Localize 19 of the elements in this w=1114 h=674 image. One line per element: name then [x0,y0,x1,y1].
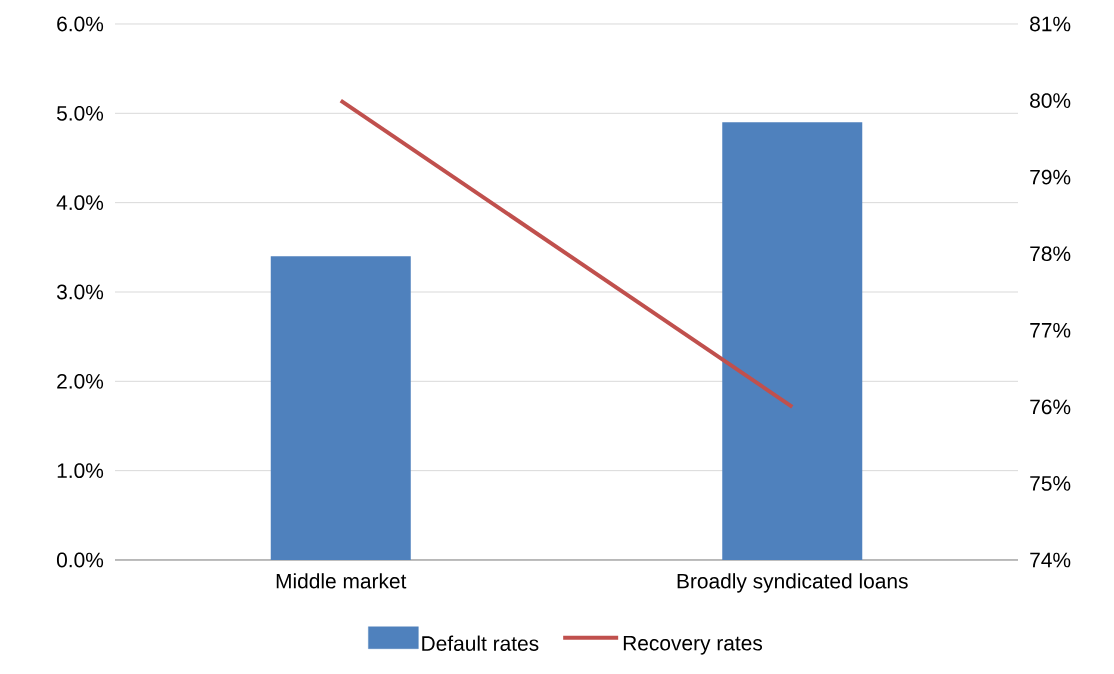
y-tick-label: 1.0% [57,463,104,479]
y-tick-label: 4.0% [56,195,104,211]
y2-tick-label: 77% [1030,322,1071,338]
y-tick-label: 3.0% [56,284,104,300]
y-tick-label: 2.0% [57,373,104,389]
y2-tick-label: 75% [1030,476,1071,491]
legend-label: Recovery rates [623,635,763,655]
y2-tick-label: 78% [1030,246,1071,262]
y-tick-label: 6.0% [57,16,104,32]
legend-label: Default rates [422,635,539,651]
y-tick-label: 0.0% [56,552,104,568]
y2-tick-label: 74% [1030,552,1071,568]
y2-tick-label: 79% [1030,169,1071,185]
y2-tick-label: 80% [1030,93,1071,108]
y2-tick-label: 76% [1030,399,1071,415]
x-tick-label: Middle market [276,573,407,589]
y2-tick-label: 81% [1030,16,1071,32]
x-tick-label: Broadly syndicated loans [677,573,908,593]
y-tick-label: 5.0% [56,105,104,121]
